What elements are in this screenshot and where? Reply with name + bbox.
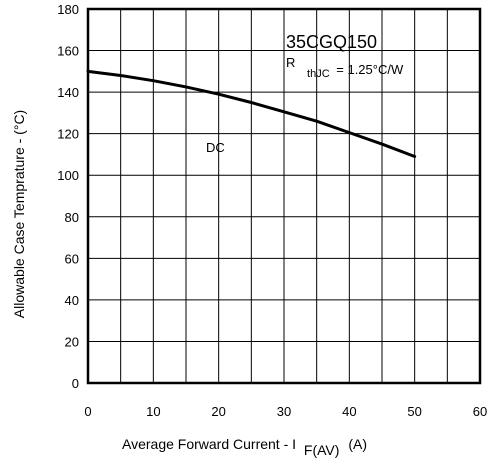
y-tick-label: 0	[72, 376, 79, 391]
series-layer	[86, 69, 417, 159]
y-tick-label: 20	[65, 334, 79, 349]
y-tick-label: 180	[57, 2, 79, 17]
y-tick-label: 40	[65, 293, 79, 308]
dc-series-label: DC	[206, 140, 225, 155]
x-tick-label: 30	[277, 404, 291, 419]
x-tick-label: 20	[211, 404, 225, 419]
y-tick-label: 140	[57, 85, 79, 100]
grid	[88, 9, 480, 383]
y-axis-label: Allowable Case Temprature - (°C)	[11, 110, 27, 318]
y-tick-label: 80	[65, 210, 79, 225]
x-tick-label: 50	[407, 404, 421, 419]
rth-subscript: thJC	[307, 68, 330, 80]
x-tick-label: 10	[146, 404, 160, 419]
tick-labels: 0 10 20 30 40 50 60 0 20 40 60 80 100 120 140 160 180	[57, 2, 487, 419]
plot-frame	[86, 7, 482, 385]
y-tick-label: 160	[57, 44, 79, 59]
x-tick-label: 60	[473, 404, 487, 419]
x-axis-label: Average Forward Current - I F(AV) (A)	[122, 436, 367, 458]
y-tick-label: 120	[57, 127, 79, 142]
x-axis-label-unit: (A)	[348, 436, 367, 452]
rth-value: = 1.25°C/W	[336, 62, 404, 77]
rth-prefix: R	[286, 55, 295, 70]
part-number-annotation: 35CGQ150	[286, 32, 377, 52]
y-tick-label: 100	[57, 168, 79, 183]
x-axis-label-subscript: F(AV)	[304, 442, 340, 458]
x-axis-label-main: Average Forward Current - I	[122, 436, 296, 452]
rth-annotation: R thJC = 1.25°C/W	[286, 55, 404, 80]
x-tick-label: 0	[84, 404, 91, 419]
series-line-dc	[86, 69, 417, 159]
x-tick-label: 40	[342, 404, 356, 419]
y-tick-label: 60	[65, 251, 79, 266]
